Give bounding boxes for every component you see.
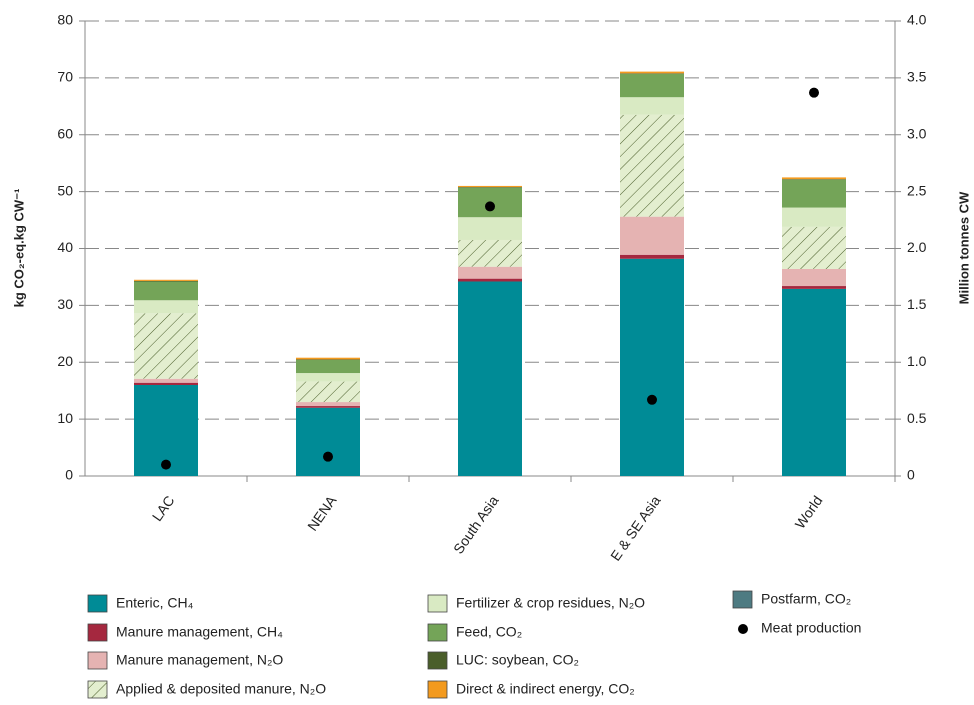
bar-segment bbox=[782, 226, 846, 269]
bar-segment bbox=[296, 373, 360, 382]
bar-segment bbox=[134, 382, 198, 385]
legend-swatch bbox=[427, 623, 448, 642]
bar-segment bbox=[134, 279, 198, 281]
y2-tick-label: 3.5 bbox=[907, 69, 927, 85]
y-tick-label: 30 bbox=[57, 296, 73, 312]
legend-swatch bbox=[732, 590, 753, 609]
bar-segment bbox=[296, 406, 360, 408]
y2-tick-label: 2.0 bbox=[907, 239, 927, 255]
bar-segment bbox=[782, 177, 846, 180]
x-tick-label: NENA bbox=[304, 492, 340, 534]
y-tick-label: 20 bbox=[57, 353, 73, 369]
y-tick-label: 0 bbox=[65, 467, 73, 483]
y2-tick-label: 3.0 bbox=[907, 125, 927, 141]
bar-segment bbox=[782, 288, 846, 476]
y2-tick-label: 1.5 bbox=[907, 296, 927, 312]
bar-segment bbox=[458, 266, 522, 279]
legend-swatch bbox=[87, 651, 108, 670]
x-tick-label: E & SE Asia bbox=[607, 492, 664, 563]
bar-segment bbox=[458, 187, 522, 188]
bar-segment bbox=[782, 179, 846, 208]
bar-segment bbox=[134, 378, 198, 383]
bar-segment bbox=[458, 239, 522, 267]
bar-segment bbox=[782, 268, 846, 287]
bar-segment bbox=[134, 313, 198, 379]
legend-label: Enteric, CH₄ bbox=[116, 595, 194, 611]
legend-label: Meat production bbox=[761, 620, 861, 636]
meat-dot bbox=[809, 87, 819, 98]
bar-segment bbox=[458, 217, 522, 240]
x-tick-label: LAC bbox=[149, 493, 178, 524]
meat-dot bbox=[647, 394, 657, 405]
meat-dot bbox=[323, 451, 333, 462]
bar-segment bbox=[296, 407, 360, 476]
bar-segment bbox=[296, 402, 360, 407]
bar-segment bbox=[620, 73, 684, 74]
bar-segment bbox=[134, 280, 198, 282]
y-axis-label: kg CO₂-eq.kg CW⁻¹ bbox=[11, 189, 26, 308]
bar-segment bbox=[296, 381, 360, 403]
legend-label: LUC: soybean, CO₂ bbox=[456, 652, 579, 668]
y2-tick-label: 0.5 bbox=[907, 410, 927, 426]
bar-segment bbox=[620, 73, 684, 98]
y-tick-label: 40 bbox=[57, 239, 73, 255]
bar-segment bbox=[620, 114, 684, 217]
bar-segment bbox=[458, 278, 522, 282]
meat-dot bbox=[161, 459, 171, 470]
x-tick-label: World bbox=[792, 493, 826, 532]
legend-label: Applied & deposited manure, N₂O bbox=[116, 681, 326, 697]
bar-segment bbox=[296, 359, 360, 374]
legend-label: Fertilizer & crop residues, N₂O bbox=[456, 595, 645, 611]
y2-axis-label: Million tonnes CW bbox=[956, 191, 971, 304]
bar-segment bbox=[620, 258, 684, 476]
legend-swatch bbox=[87, 680, 108, 699]
meat-dot bbox=[485, 201, 495, 212]
y-tick-label: 50 bbox=[57, 182, 73, 198]
x-tick-label: South Asia bbox=[450, 492, 502, 556]
bar-segment bbox=[620, 71, 684, 74]
legend-label: Manure management, CH₄ bbox=[116, 624, 283, 640]
legend-swatch bbox=[87, 594, 108, 613]
bar-segment bbox=[134, 300, 198, 314]
legend-swatch bbox=[427, 651, 448, 670]
legend-label: Direct & indirect energy, CO₂ bbox=[456, 681, 635, 697]
bar-segment bbox=[458, 185, 522, 188]
bar-segment bbox=[134, 281, 198, 301]
y-tick-label: 80 bbox=[57, 12, 73, 28]
bar-segment bbox=[296, 359, 360, 360]
legend-label: Manure management, N₂O bbox=[116, 652, 283, 668]
legend-swatch bbox=[427, 594, 448, 613]
bar-segment bbox=[782, 286, 846, 289]
bar-segment bbox=[620, 254, 684, 259]
y2-tick-label: 0 bbox=[907, 467, 915, 483]
legend-marker bbox=[738, 624, 748, 634]
legend-label: Postfarm, CO₂ bbox=[761, 591, 851, 607]
y2-tick-label: 2.5 bbox=[907, 182, 927, 198]
bar-segment bbox=[782, 179, 846, 180]
bar-segment bbox=[620, 216, 684, 255]
y2-tick-label: 1.0 bbox=[907, 353, 927, 369]
bar-segment bbox=[620, 97, 684, 115]
bar-segment bbox=[296, 357, 360, 360]
bar-segment bbox=[458, 281, 522, 476]
legend-swatch bbox=[87, 623, 108, 642]
bar-segment bbox=[782, 207, 846, 227]
y-tick-label: 60 bbox=[57, 125, 73, 141]
legend-label: Feed, CO₂ bbox=[456, 624, 522, 640]
y2-tick-label: 4.0 bbox=[907, 12, 927, 28]
y-tick-label: 10 bbox=[57, 410, 73, 426]
y-tick-label: 70 bbox=[57, 69, 73, 85]
legend-swatch bbox=[427, 680, 448, 699]
